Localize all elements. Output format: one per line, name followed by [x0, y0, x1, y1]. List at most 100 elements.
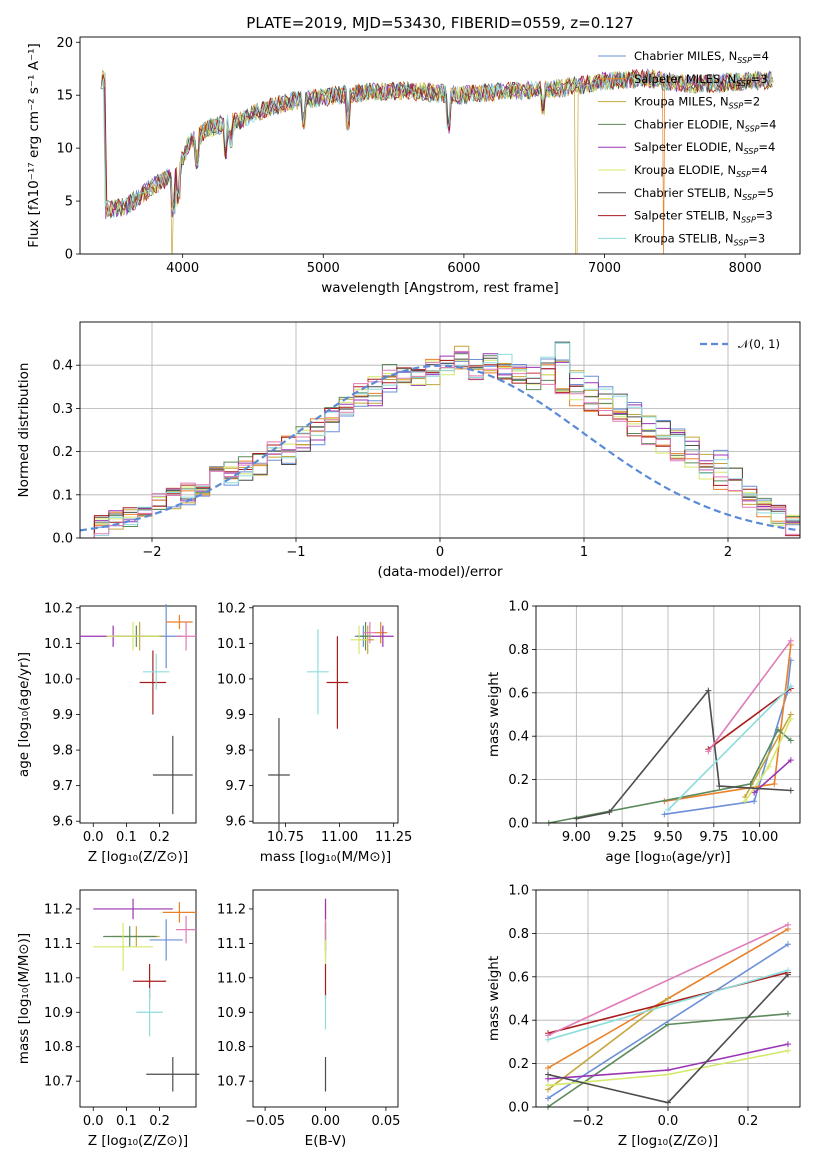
y-tick-label: 0.6 — [508, 970, 529, 985]
y-tick-label: 0.2 — [508, 773, 529, 788]
y-tick-label: 9.8 — [52, 744, 73, 759]
mass-weight-marker — [785, 1047, 791, 1054]
mass-weight-marker — [573, 815, 580, 822]
y-tick-label: 9.9 — [225, 708, 246, 723]
y-tick-label: 5 — [65, 195, 73, 210]
spectrum-line — [100, 69, 774, 216]
x-tick-label: 0.1 — [116, 830, 137, 845]
y-tick-label: 0.8 — [508, 643, 529, 658]
y-tick-label: 10.7 — [217, 1075, 246, 1090]
x-tick-label: 0.2 — [149, 830, 170, 845]
x-axis-label: wavelength [Angstrom, rest frame] — [321, 280, 559, 296]
mass-weight-marker — [705, 748, 712, 755]
x-tick-label: 0.0 — [658, 1114, 679, 1129]
y-tick-label: 20 — [56, 36, 73, 51]
y-tick-label: 11.0 — [44, 971, 73, 986]
y-tick-label: 0.2 — [508, 1057, 529, 1072]
y-tick-label: 0.6 — [508, 686, 529, 701]
y-tick-label: 10.0 — [217, 672, 246, 687]
x-tick-label: 4000 — [166, 261, 199, 276]
residuals-panel: −2 −1 0 1 2 0.0 0.1 0.2 0.3 0.4 (data-model)/error… — [16, 321, 801, 580]
mass-weight-line — [753, 759, 792, 794]
x-axis-label: age [log₁₀(age/yr)] — [605, 849, 730, 865]
spectra-lines — [100, 68, 774, 254]
x-tick-label: 0.05 — [371, 1114, 400, 1129]
legend-label: Salpeter MILES, NSSP=3 — [634, 72, 768, 88]
histogram-step — [80, 359, 800, 538]
mass-weight-marker — [787, 737, 794, 744]
x-axis-label: Z [log₁₀(Z/Z⊙)] — [618, 1133, 718, 1149]
y-tick-label: 9.7 — [225, 779, 246, 794]
y-tick-label: 10.9 — [44, 1006, 73, 1021]
y-axis-label: Normed distribution — [16, 363, 32, 498]
x-tick-label: 5000 — [307, 261, 340, 276]
y-tick-label: 10.9 — [217, 1006, 246, 1021]
mass-weight-marker — [787, 787, 794, 794]
y-tick-label: 0 — [65, 248, 73, 263]
y-axis-label: mass [log₁₀(M/M⊙)] — [16, 933, 32, 1064]
y-tick-label: 11.0 — [217, 971, 246, 986]
mass-weight-marker — [787, 757, 794, 764]
x-tick-label: 9.25 — [608, 830, 637, 845]
mass-weight-marker — [785, 921, 791, 928]
mass-weight-line — [547, 923, 789, 1037]
mass-weight-marker — [787, 715, 794, 722]
x-tick-label: 0.1 — [116, 1114, 137, 1129]
y-tick-label: 0.0 — [508, 1101, 529, 1116]
y-tick-label: 0.0 — [508, 817, 529, 832]
x-tick-label: −0.05 — [245, 1114, 285, 1129]
y-axis-label: mass weight — [486, 956, 502, 1041]
y-tick-label: 10 — [56, 142, 73, 157]
x-tick-label: −2 — [142, 545, 161, 560]
mass-weight-line — [707, 687, 792, 750]
x-tick-label: 6000 — [447, 261, 480, 276]
x-tick-label: −0.2 — [572, 1114, 604, 1129]
x-tick-label: 9.75 — [699, 830, 728, 845]
y-axis-label: Flux [fλ10⁻¹⁷ erg cm⁻² s⁻¹ A⁻¹] — [26, 43, 42, 248]
mass-weight-marker — [665, 995, 671, 1002]
legend-label: 𝒩(0, 1) — [738, 337, 780, 351]
y-tick-label: 11.1 — [44, 937, 73, 952]
mass-weight-marker — [785, 1010, 791, 1017]
mass-weight-line — [576, 688, 791, 820]
mass-weight-marker — [665, 1021, 671, 1028]
histogram-step — [80, 351, 800, 538]
x-tick-label: 0.2 — [149, 1114, 170, 1129]
mass-weight-line — [547, 969, 789, 1041]
histogram-step — [80, 359, 800, 538]
mass-weight-marker — [545, 1095, 551, 1102]
axes-frame — [79, 36, 801, 255]
mass-weight-marker — [785, 967, 791, 974]
mass-weight-marker — [765, 763, 772, 770]
age_vs_mass-panel: 10.75 11.00 11.25 9.6 9.7 9.8 9.9 10.0 10.1 10.2 m… — [217, 601, 412, 865]
x-tick-label: 10.00 — [741, 830, 778, 845]
x-tick-label: 8000 — [729, 261, 762, 276]
age_vs_Z-panel: 0.0 0.1 0.2 9.6 9.7 9.8 9.9 10.0 10.1 10.2 Z [log₁… — [16, 601, 197, 865]
legend-label: Salpeter ELODIE, NSSP=4 — [634, 140, 775, 156]
mass-weight-line — [707, 640, 792, 752]
mass-weight-marker — [606, 809, 613, 816]
y-tick-label: 9.8 — [225, 744, 246, 759]
mass-weight-marker — [787, 637, 794, 644]
x-tick-label: 0.2 — [738, 1114, 759, 1129]
histogram-step — [80, 352, 800, 538]
histograms — [80, 341, 800, 538]
x-tick-label: 2 — [724, 545, 732, 560]
mass-weight-line — [548, 728, 792, 824]
legend-label: Kroupa ELODIE, NSSP=4 — [634, 163, 768, 179]
mass-weight-line — [664, 660, 792, 816]
mass-weight-line — [547, 943, 789, 1099]
y-tick-label: 9.6 — [52, 815, 73, 830]
y-tick-label: 0.3 — [52, 402, 73, 417]
y-tick-label: 9.7 — [52, 779, 73, 794]
mass-weight-marker — [665, 1099, 671, 1106]
y-tick-label: 1.0 — [508, 600, 529, 615]
histogram-step — [80, 353, 800, 538]
x-axis-label: (data-model)/error — [377, 564, 503, 580]
y-tick-label: 10.2 — [217, 601, 246, 616]
mass-weight-marker — [545, 1032, 551, 1039]
x-axis-label: mass [log₁₀(M/M⊙)] — [260, 849, 391, 865]
y-tick-label: 0.4 — [508, 1014, 529, 1029]
mass-weight-line — [547, 997, 669, 1091]
y-axis-label: mass weight — [486, 672, 502, 757]
